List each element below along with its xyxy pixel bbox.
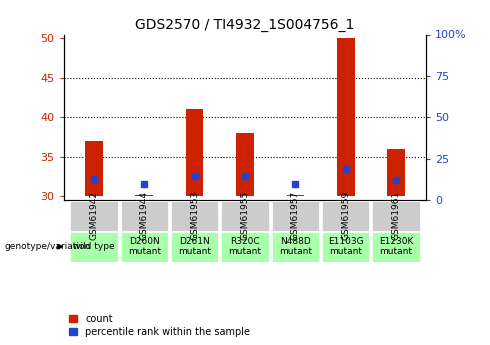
Bar: [287, 195, 304, 196]
Text: GSM61957: GSM61957: [291, 191, 300, 240]
Bar: [121, 231, 168, 262]
Text: N488D
mutant: N488D mutant: [279, 237, 312, 256]
Text: GSM61942: GSM61942: [89, 191, 98, 240]
Text: GSM61953: GSM61953: [190, 191, 199, 240]
Bar: [322, 231, 369, 262]
Legend: count, percentile rank within the sample: count, percentile rank within the sample: [69, 314, 250, 337]
Text: wild type: wild type: [73, 242, 115, 251]
Bar: [387, 149, 405, 196]
Text: GSM61944: GSM61944: [140, 191, 149, 240]
Text: GSM61961: GSM61961: [392, 191, 401, 240]
Text: D260N
mutant: D260N mutant: [128, 237, 161, 256]
Bar: [236, 133, 254, 196]
Title: GDS2570 / TI4932_1S004756_1: GDS2570 / TI4932_1S004756_1: [135, 18, 355, 32]
Bar: [271, 231, 319, 262]
Text: GSM61959: GSM61959: [341, 191, 350, 240]
Bar: [171, 200, 219, 231]
Text: R320C
mutant: R320C mutant: [228, 237, 262, 256]
Bar: [135, 195, 153, 196]
Text: genotype/variation: genotype/variation: [5, 242, 91, 251]
Bar: [221, 231, 269, 262]
Bar: [171, 231, 219, 262]
Text: E1103G
mutant: E1103G mutant: [328, 237, 364, 256]
Bar: [70, 200, 118, 231]
Bar: [372, 200, 420, 231]
Bar: [322, 200, 369, 231]
Bar: [85, 141, 103, 196]
Bar: [70, 231, 118, 262]
Bar: [337, 38, 355, 196]
Bar: [221, 200, 269, 231]
Text: GSM61955: GSM61955: [241, 191, 249, 240]
Bar: [186, 109, 203, 196]
Bar: [372, 231, 420, 262]
Bar: [121, 200, 168, 231]
Text: E1230K
mutant: E1230K mutant: [379, 237, 413, 256]
Bar: [271, 200, 319, 231]
Text: D261N
mutant: D261N mutant: [178, 237, 211, 256]
